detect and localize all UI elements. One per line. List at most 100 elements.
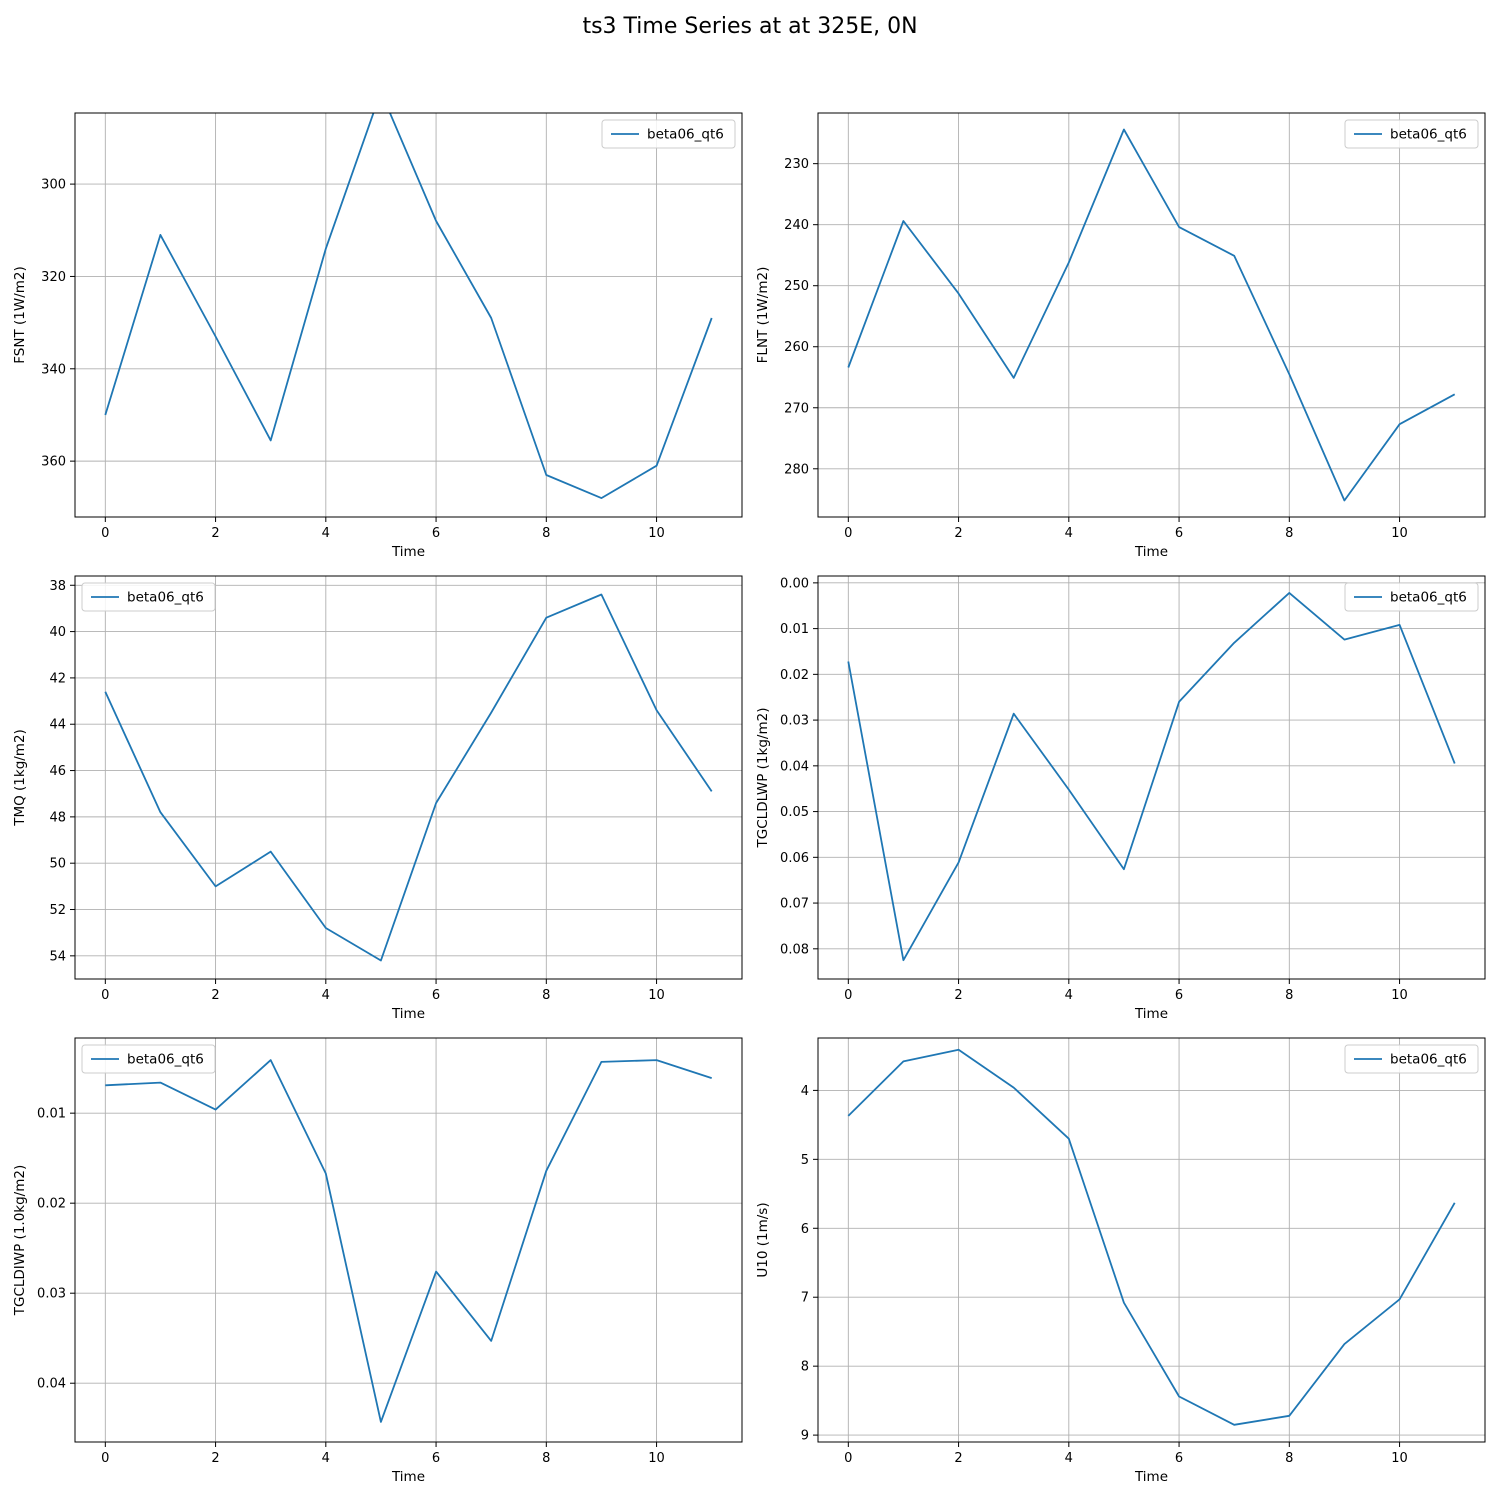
series-line-1	[847, 128, 1456, 502]
y-tick-label: 50	[49, 857, 66, 872]
x-axis-label: Time	[1134, 1469, 1168, 1485]
y-tick-label: 0.01	[780, 622, 809, 637]
legend-label: beta06_qt6	[1390, 1052, 1467, 1068]
y-tick-label: 40	[49, 625, 66, 640]
legend-label: beta06_qt6	[1390, 127, 1467, 143]
axes-frame	[817, 575, 1486, 980]
legend-box	[1344, 582, 1479, 612]
y-tick-label: 54	[49, 949, 66, 964]
x-tick-label: 10	[648, 988, 665, 1003]
legend: beta06_qt6	[1344, 119, 1479, 149]
subplot-2: 0 2 4 6 8 10 230 240 250 260 270 280 Time FLNT (1W/m2…	[755, 112, 1486, 560]
x-tick-label: 8	[1285, 1451, 1293, 1466]
subplot-5: 0 2 4 6 8 10 0.01 0.02 0.03 0.04 Time TGCLDIWP (1.0…	[12, 1037, 743, 1485]
y-axis-label: TGCLDLWP (1kg/m2)	[755, 708, 771, 849]
x-tick-label: 6	[1175, 988, 1183, 1003]
legend: beta06_qt6	[81, 582, 216, 612]
x-tick-label: 0	[101, 988, 109, 1003]
legend-box	[1344, 1044, 1479, 1074]
x-tick-label: 2	[211, 988, 219, 1003]
axes-frame	[817, 112, 1486, 518]
y-tick-label: 240	[784, 218, 809, 233]
y-tick-label: 0.02	[780, 668, 809, 683]
x-axis-label: Time	[391, 1006, 425, 1022]
x-tick-label: 8	[1285, 988, 1293, 1003]
y-axis-label: FLNT (1W/m2)	[755, 267, 771, 364]
x-tick-label: 4	[1065, 526, 1073, 541]
series-line-1	[847, 592, 1456, 962]
series-line-1	[847, 1048, 1456, 1426]
x-tick-label: 6	[432, 526, 440, 541]
y-tick-label: 0.03	[37, 1287, 66, 1302]
y-tick-label: 5	[801, 1153, 809, 1168]
y-tick-label: 0.01	[37, 1107, 66, 1122]
y-tick-label: 0.07	[780, 897, 809, 912]
x-tick-label: 10	[1391, 1451, 1408, 1466]
x-tick-label: 0	[844, 988, 852, 1003]
y-tick-label: 7	[801, 1291, 809, 1306]
legend-box	[1344, 119, 1479, 149]
x-tick-label: 10	[1391, 526, 1408, 541]
y-tick-label: 0.00	[780, 576, 809, 591]
x-axis-label: Time	[1134, 1006, 1168, 1022]
x-tick-label: 2	[211, 526, 219, 541]
x-tick-label: 4	[322, 988, 330, 1003]
y-tick-label: 9	[801, 1429, 809, 1444]
legend-label: beta06_qt6	[127, 590, 204, 606]
x-tick-label: 2	[211, 1451, 219, 1466]
x-tick-label: 0	[101, 526, 109, 541]
x-axis-label: Time	[1134, 544, 1168, 560]
y-tick-label: 52	[49, 903, 66, 918]
x-tick-label: 2	[954, 526, 962, 541]
legend-box	[601, 119, 736, 149]
y-tick-label: 320	[41, 270, 66, 285]
y-axis-label: TMQ (1kg/m2)	[12, 729, 28, 827]
legend: beta06_qt6	[81, 1044, 216, 1074]
series-line-1	[105, 1059, 712, 1423]
y-tick-label: 0.04	[37, 1377, 66, 1392]
legend: beta06_qt6	[601, 119, 736, 149]
y-tick-label: 300	[41, 178, 66, 193]
x-tick-label: 10	[1391, 988, 1408, 1003]
x-tick-label: 8	[542, 526, 550, 541]
x-tick-label: 0	[844, 1451, 852, 1466]
legend-label: beta06_qt6	[1390, 590, 1467, 606]
x-tick-label: 8	[542, 1451, 550, 1466]
legend-box	[81, 1044, 216, 1074]
y-tick-label: 230	[784, 157, 809, 172]
x-tick-label: 6	[432, 988, 440, 1003]
axes-frame	[74, 575, 743, 980]
x-tick-label: 6	[1175, 526, 1183, 541]
y-axis-label: U10 (1m/s)	[755, 1202, 771, 1277]
y-tick-label: 38	[49, 579, 66, 594]
y-tick-label: 280	[784, 462, 809, 477]
x-tick-label: 4	[1065, 1451, 1073, 1466]
x-axis-label: Time	[391, 1469, 425, 1485]
x-tick-label: 0	[101, 1451, 109, 1466]
legend: beta06_qt6	[1344, 582, 1479, 612]
x-tick-label: 10	[648, 1451, 665, 1466]
y-tick-label: 6	[801, 1222, 809, 1237]
legend: beta06_qt6	[1344, 1044, 1479, 1074]
axes-frame	[74, 1037, 743, 1443]
legend-label: beta06_qt6	[647, 127, 724, 143]
x-tick-label: 6	[432, 1451, 440, 1466]
y-tick-label: 250	[784, 279, 809, 294]
subplot-4: 0 2 4 6 8 10 0.00 0.01 0.02 0.03 0.04 0.05 0.06 0.07 0…	[755, 575, 1486, 1022]
x-tick-label: 2	[954, 988, 962, 1003]
y-tick-label: 48	[49, 810, 66, 825]
y-tick-label: 0.02	[37, 1197, 66, 1212]
x-tick-label: 4	[1065, 988, 1073, 1003]
y-axis-label: FSNT (1W/m2)	[12, 266, 28, 364]
x-tick-label: 10	[648, 526, 665, 541]
y-tick-label: 44	[49, 718, 66, 733]
y-tick-label: 0.04	[780, 759, 809, 774]
axes-frame	[74, 112, 743, 518]
x-tick-label: 4	[322, 526, 330, 541]
y-tick-label: 46	[49, 764, 66, 779]
y-tick-label: 0.08	[780, 942, 809, 957]
legend-label: beta06_qt6	[127, 1052, 204, 1068]
axes-frame	[817, 1037, 1486, 1443]
x-axis-label: Time	[391, 544, 425, 560]
